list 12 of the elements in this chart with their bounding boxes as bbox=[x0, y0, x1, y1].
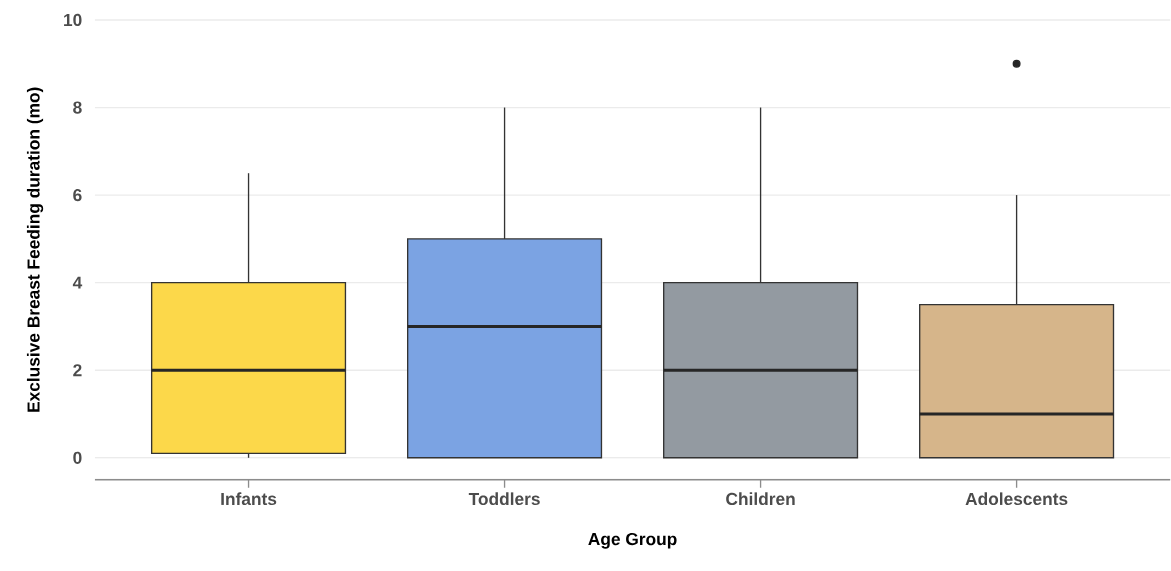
y-tick-label: 0 bbox=[73, 451, 82, 465]
y-axis-title: Exclusive Breast Feeding duration (mo) bbox=[26, 87, 44, 413]
x-tick-label: Infants bbox=[221, 492, 277, 506]
y-tick-label: 4 bbox=[72, 276, 83, 289]
x-tick-label: Toddlers bbox=[468, 492, 540, 506]
x-tick-label: Adolescents bbox=[965, 492, 1068, 506]
y-tick-label: 10 bbox=[64, 14, 82, 27]
x-axis-title: Age Group bbox=[588, 533, 677, 549]
y-tick-label: 8 bbox=[73, 101, 82, 114]
y-tick-label: 2 bbox=[73, 364, 82, 377]
x-tick-label: Children bbox=[726, 492, 795, 506]
y-tick-label: 6 bbox=[73, 189, 82, 202]
